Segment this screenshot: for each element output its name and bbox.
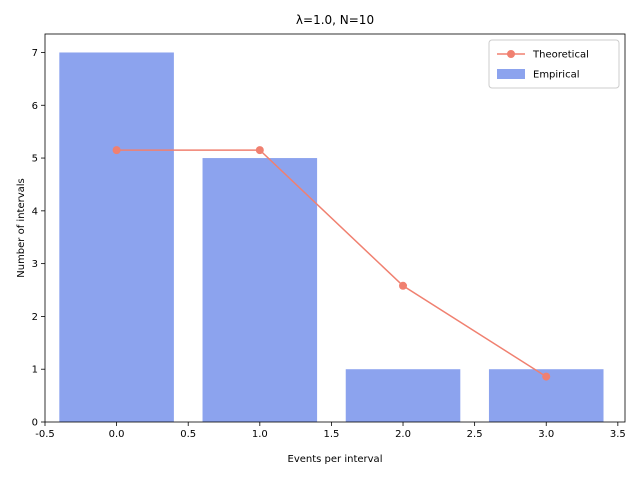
- x-tick-label: 0.0: [109, 429, 125, 440]
- chart-title: λ=1.0, N=10: [296, 13, 374, 27]
- x-axis-ticks: -0.5 0.0 0.5 1.0 1.5 2.0 2.5 3.0 3.5: [35, 422, 626, 440]
- bar-0: [59, 52, 174, 422]
- y-axis-label: Number of intervals: [16, 178, 27, 278]
- y-tick-label: 5: [32, 154, 38, 165]
- theoretical-line-group: [112, 146, 551, 381]
- legend-marker-swatch: [507, 50, 515, 58]
- y-tick-label: 3: [32, 259, 38, 270]
- x-tick-label: -0.5: [35, 429, 55, 440]
- bars-group: [59, 52, 604, 422]
- legend: Theoretical Empirical: [488, 39, 620, 89]
- y-tick-label: 1: [32, 365, 38, 376]
- x-tick-label: 2.5: [467, 429, 483, 440]
- y-axis-ticks: 0 1 2 3 4 5 6 7: [32, 48, 45, 429]
- y-tick-label: 2: [32, 312, 38, 323]
- theoretical-point-1: [255, 146, 264, 155]
- y-tick-label: 0: [32, 418, 38, 429]
- legend-label-theoretical: Theoretical: [532, 50, 589, 61]
- bar-2: [345, 369, 461, 422]
- legend-box: [488, 39, 620, 89]
- y-tick-label: 7: [32, 48, 38, 59]
- theoretical-point-3: [542, 372, 551, 381]
- x-tick-label: 1.0: [252, 429, 268, 440]
- legend-bar-swatch: [497, 69, 525, 79]
- bar-1: [202, 158, 318, 422]
- x-tick-label: 0.5: [180, 429, 196, 440]
- plot-frame: [44, 33, 626, 423]
- theoretical-point-2: [399, 281, 408, 290]
- theoretical-line: [116, 149, 547, 378]
- x-axis-label: Events per interval: [288, 454, 383, 465]
- x-tick-label: 3.5: [610, 429, 626, 440]
- theoretical-point-0: [112, 146, 121, 155]
- y-tick-label: 6: [32, 101, 38, 112]
- x-tick-label: 2.0: [395, 429, 411, 440]
- x-tick-label: 3.0: [538, 429, 554, 440]
- x-tick-label: 1.5: [323, 429, 339, 440]
- y-tick-label: 4: [32, 206, 38, 217]
- legend-label-empirical: Empirical: [533, 70, 579, 81]
